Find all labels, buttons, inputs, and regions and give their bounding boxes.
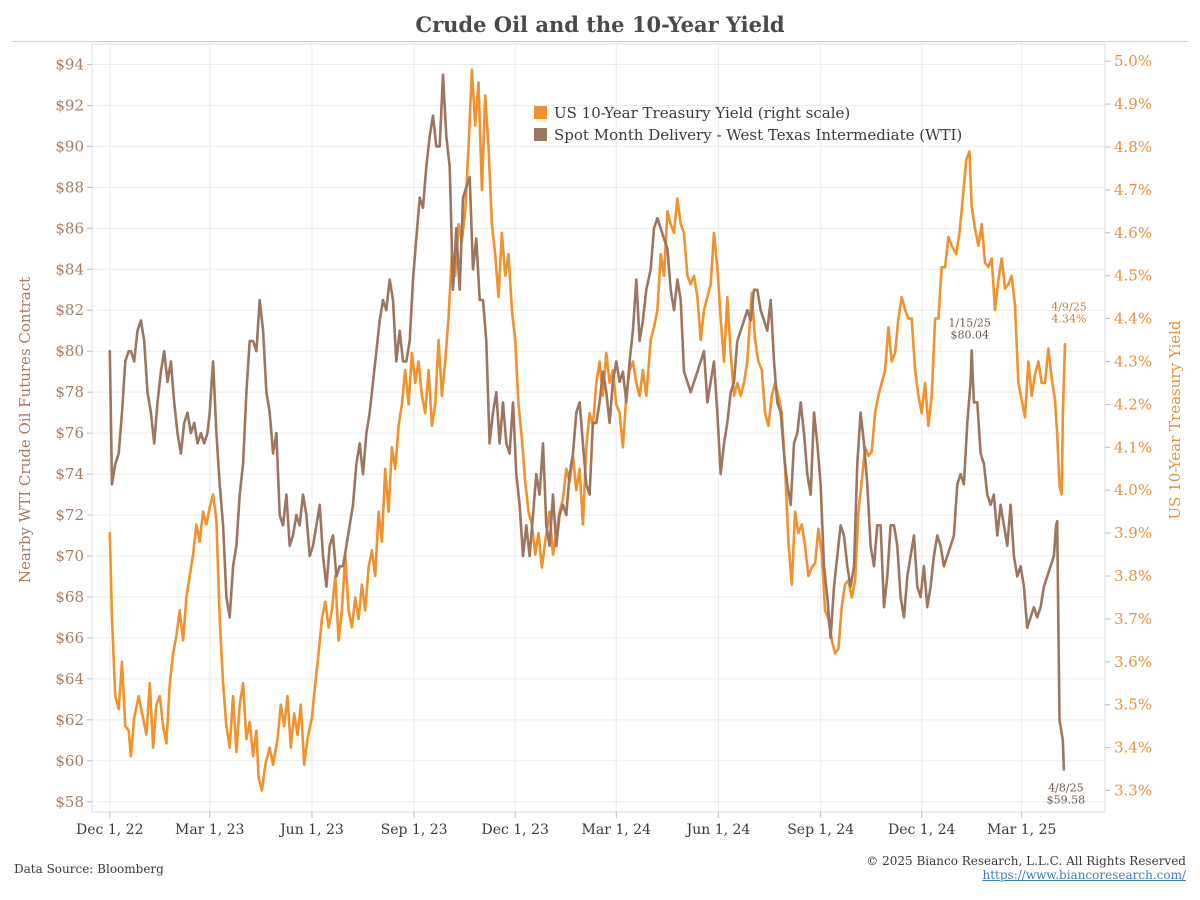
y-left-tick-label: $70	[55, 547, 84, 565]
y-left-tick-label: $72	[55, 506, 84, 524]
x-tick-label: Mar 1, 23	[175, 822, 244, 838]
y-left-tick-label: $68	[55, 588, 84, 606]
copyright: © 2025 Bianco Research, L.L.C. All Right…	[866, 854, 1186, 882]
y-right-tick-label: 4.1%	[1114, 438, 1152, 456]
grid	[91, 43, 1106, 813]
y-right-tick-label: 3.3%	[1114, 782, 1152, 800]
y-right-tick-label: 4.9%	[1114, 95, 1152, 113]
legend-swatch	[534, 106, 547, 119]
x-tick-label: Jun 1, 24	[685, 822, 751, 838]
y-right-tick-label: 3.4%	[1114, 739, 1152, 757]
y-right-tick-label: 4.2%	[1114, 395, 1152, 413]
y-left-tick-label: $92	[55, 96, 84, 114]
annotation-date: 4/8/25	[1048, 781, 1083, 794]
y-left-tick-label: $60	[55, 752, 84, 770]
y-right-tick-label: 4.7%	[1114, 181, 1152, 199]
website-link[interactable]: https://www.biancoresearch.com/	[982, 868, 1186, 882]
legend: US 10-Year Treasury Yield (right scale) S…	[534, 104, 962, 144]
y-left-tick-label: $90	[55, 137, 84, 155]
y-left-tick-label: $94	[55, 55, 84, 73]
y-right-tick-label: 3.5%	[1114, 696, 1152, 714]
y-right-tick-label: 4.5%	[1114, 267, 1152, 285]
annotation-value: $59.58	[1047, 793, 1086, 806]
x-tick-label: Mar 1, 25	[987, 822, 1056, 838]
y-left-tick-label: $66	[55, 629, 84, 647]
x-tick-label: Dec 1, 24	[888, 822, 956, 838]
x-tick-label: Dec 1, 22	[76, 822, 143, 838]
copyright-text: © 2025 Bianco Research, L.L.C. All Right…	[866, 854, 1186, 868]
x-tick-label: Mar 1, 24	[582, 822, 652, 838]
legend-label: Spot Month Delivery - West Texas Interme…	[554, 126, 962, 144]
y-right-tick-label: 4.4%	[1114, 310, 1152, 328]
y-left-tick-label: $82	[55, 301, 84, 319]
y-left-tick-label: $80	[55, 342, 84, 360]
data-source: Data Source: Bloomberg	[14, 862, 164, 876]
annotation-date: 4/9/25	[1051, 300, 1086, 313]
y-left-tick-label: $74	[55, 465, 84, 483]
chart: $58 $60 $62 $64 $66 $68 $70 $72 $74 $76 $78 $80 $82 $…	[16, 43, 1184, 838]
y-right-tick-label: 4.6%	[1114, 224, 1152, 242]
y-left-tick-label: $62	[55, 711, 84, 729]
x-tick-label: Jun 1, 23	[278, 822, 344, 838]
y-left-tick-label: $64	[55, 670, 84, 688]
y-left-tick-label: $58	[55, 793, 84, 811]
series-lines	[108, 68, 1067, 792]
plot-border	[91, 43, 1106, 813]
y-left-tick-label: $76	[55, 424, 84, 442]
annotation-date: 1/15/25	[949, 316, 991, 329]
annotation-value: 4.34%	[1052, 312, 1087, 325]
x-tick-label: Sep 1, 23	[381, 822, 448, 838]
y-left-tick-label: $78	[55, 383, 84, 401]
x-tick-label: Dec 1, 23	[481, 822, 548, 838]
y-right-tick-label: 4.0%	[1114, 481, 1152, 499]
y-right-tick-label: 4.8%	[1114, 138, 1152, 156]
annotations: 1/15/25$80.04 4/9/254.34% 4/8/25$59.58	[949, 300, 1087, 806]
legend-label: US 10-Year Treasury Yield (right scale)	[554, 104, 850, 122]
y-left-tick-label: $88	[55, 178, 84, 196]
chart-title: Crude Oil and the 10-Year Yield	[415, 12, 785, 37]
title-divider	[12, 41, 1188, 42]
y-left-axis-title: Nearby WTI Crude Oil Futures Contract	[16, 277, 34, 583]
legend-swatch	[534, 128, 547, 141]
y-right-tick-label: 3.9%	[1114, 524, 1152, 542]
y-right-tick-label: 3.8%	[1114, 567, 1152, 585]
y-right-tick-label: 3.6%	[1114, 653, 1152, 671]
annotation-value: $80.04	[950, 328, 989, 341]
series-line-wti	[108, 73, 1066, 771]
y-right-tick-label: 3.7%	[1114, 610, 1152, 628]
y-right-axis-title: US 10-Year Treasury Yield	[1166, 320, 1184, 519]
y-left-tick-label: $84	[55, 260, 84, 278]
y-right-tick-label: 4.3%	[1114, 352, 1152, 370]
x-tick-label: Sep 1, 24	[787, 822, 854, 838]
axes: $58 $60 $62 $64 $66 $68 $70 $72 $74 $76 $78 $80 $82 $…	[16, 52, 1184, 838]
y-left-tick-label: $86	[55, 219, 84, 237]
y-right-tick-label: 5.0%	[1114, 52, 1152, 70]
